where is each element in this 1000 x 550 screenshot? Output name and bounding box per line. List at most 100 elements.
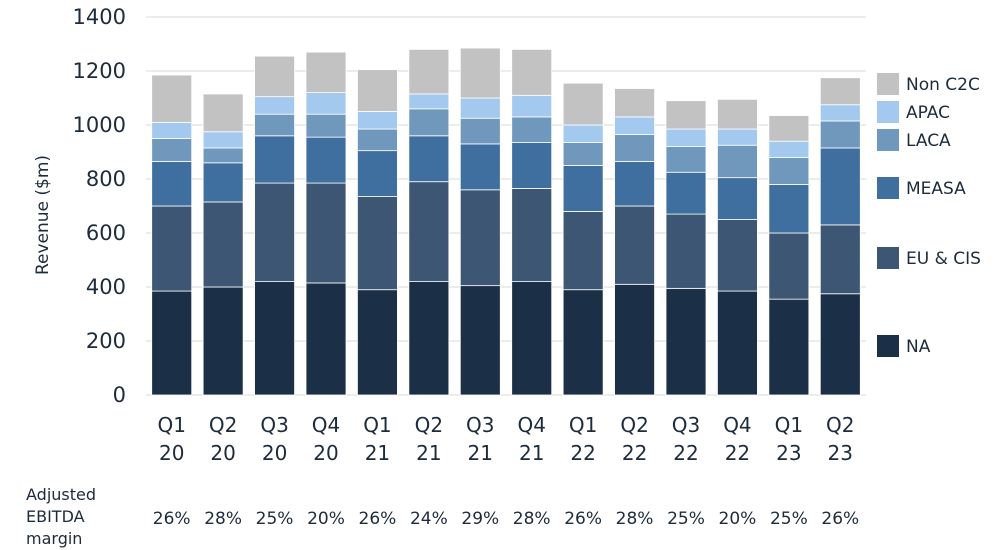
bar-segment-non-c2c	[305, 51, 347, 93]
bar-segment-apac	[768, 140, 810, 158]
ebitda-margin-value: 26%	[564, 509, 603, 529]
y-tick-label: 400	[86, 275, 126, 299]
legend-label: MEASA	[906, 179, 966, 199]
bar-segment-laca	[151, 138, 193, 162]
ebitda-margin-value: 26%	[152, 509, 191, 529]
bar-segment-laca	[408, 108, 450, 137]
bar-segment-measa	[408, 135, 450, 183]
ebitda-margin-value: 29%	[461, 509, 500, 529]
bar-segment-apac	[562, 124, 604, 143]
ebitda-margin-value: 26%	[821, 509, 860, 529]
bar-segment-eu-cis	[408, 181, 450, 282]
bar-segment-apac	[614, 116, 655, 135]
x-tick-label: Q2 22	[620, 413, 648, 465]
bar-segment-eu-cis	[819, 224, 861, 295]
x-tick-label: Q3 20	[260, 413, 288, 465]
bar-segment-laca	[357, 128, 398, 152]
bar-segment-eu-cis	[459, 189, 501, 287]
x-tick-label: Q4 20	[312, 413, 340, 465]
bar-segment-apac	[459, 97, 501, 119]
bar-segment-non-c2c	[511, 49, 553, 96]
ebitda-margin-value: 20%	[307, 509, 345, 529]
legend-label: EU & CIS	[906, 249, 981, 269]
bar-segment-apac	[819, 104, 861, 122]
bar-segment-measa	[511, 142, 553, 189]
y-tick-label: 1000	[73, 113, 126, 137]
legend-swatch	[877, 73, 899, 95]
bar-segment-laca	[717, 144, 758, 179]
bar-segment-apac	[202, 131, 244, 149]
bar-segment-na	[768, 298, 810, 396]
bar-segment-measa	[614, 161, 655, 207]
bar-segment-apac	[305, 92, 347, 115]
bar-segment-measa	[254, 135, 295, 184]
bar-segment-eu-cis	[562, 210, 604, 291]
bar-segment-eu-cis	[254, 182, 295, 283]
x-tick-label: Q1 21	[363, 413, 391, 465]
bar-segment-measa	[717, 177, 758, 220]
legend-label: Non C2C	[906, 75, 980, 95]
x-tick-label: Q1 20	[157, 413, 185, 465]
bar-segment-eu-cis	[511, 188, 553, 282]
bar-segment-na	[305, 282, 347, 396]
bar-segment-laca	[511, 116, 553, 143]
bar-segment-apac	[357, 111, 398, 130]
revenue-stacked-bar-chart: 0 200 400 600 800 1000 1200 1400 Revenue ($m) Q…	[33, 5, 981, 465]
x-tick-label: Q4 21	[517, 413, 545, 465]
x-tick-label: Q4 22	[723, 413, 751, 465]
bar-segment-laca	[254, 113, 295, 137]
bar-segment-non-c2c	[202, 93, 244, 133]
ebitda-margin-value: 28%	[512, 509, 551, 529]
bar-segment-na	[202, 286, 244, 396]
bar-segment-eu-cis	[305, 182, 347, 284]
bar-segment-eu-cis	[202, 201, 244, 288]
legend-swatch	[877, 247, 899, 269]
x-tick-label: Q1 23	[775, 413, 803, 465]
ebitda-margin-label: Adjusted EBITDA margin	[26, 485, 97, 548]
bar-segment-na	[614, 283, 655, 396]
bar-segment-apac	[408, 93, 450, 110]
legend-swatch	[877, 177, 899, 199]
ebitda-margin-value: 25%	[769, 509, 808, 529]
bar-segment-laca	[459, 117, 501, 145]
bar-segment-laca	[614, 134, 655, 162]
x-tick-label: Q2 20	[209, 413, 237, 465]
bar-segment-non-c2c	[768, 115, 810, 142]
y-axis-label: Revenue ($m)	[33, 155, 53, 275]
ebitda-margin-value: 20%	[718, 509, 757, 529]
ebitda-margin-value: 24%	[409, 509, 448, 529]
ebitda-margin-value: 26%	[358, 509, 397, 529]
x-tick-label: Q3 21	[466, 413, 494, 465]
bar-segment-non-c2c	[459, 47, 501, 99]
bar-segment-na	[254, 281, 295, 396]
bar-segment-na	[357, 289, 398, 396]
bar-segment-na	[151, 290, 193, 396]
legend-label: APAC	[906, 103, 950, 123]
bar-segment-eu-cis	[665, 213, 707, 289]
bar-segment-laca	[768, 156, 810, 185]
bar-segment-laca	[819, 120, 861, 149]
bar-segment-measa	[819, 147, 861, 226]
bar-segment-na	[717, 290, 758, 396]
bar-segment-eu-cis	[717, 219, 758, 292]
bar-segment-measa	[768, 183, 810, 234]
bar-segment-apac	[665, 128, 707, 148]
bar-segment-non-c2c	[614, 88, 655, 118]
y-tick-label: 200	[86, 329, 126, 353]
bar-segment-measa	[151, 161, 193, 207]
bar-segment-apac	[717, 128, 758, 146]
bar-segment-eu-cis	[151, 205, 193, 292]
legend-swatch	[877, 335, 899, 357]
legend-swatch	[877, 101, 899, 123]
bar-segment-non-c2c	[254, 55, 295, 98]
ebitda-margin-value: 28%	[204, 509, 243, 529]
y-tick-label: 1400	[73, 5, 126, 29]
bar-segment-na	[819, 293, 861, 396]
ebitda-margin-value: 25%	[255, 509, 294, 529]
bar-segment-non-c2c	[665, 100, 707, 130]
bar-segment-laca	[665, 146, 707, 173]
bar-segment-non-c2c	[357, 69, 398, 112]
bar-segment-eu-cis	[614, 205, 655, 285]
bar-segment-na	[665, 287, 707, 396]
x-tick-label: Q3 22	[672, 413, 700, 465]
